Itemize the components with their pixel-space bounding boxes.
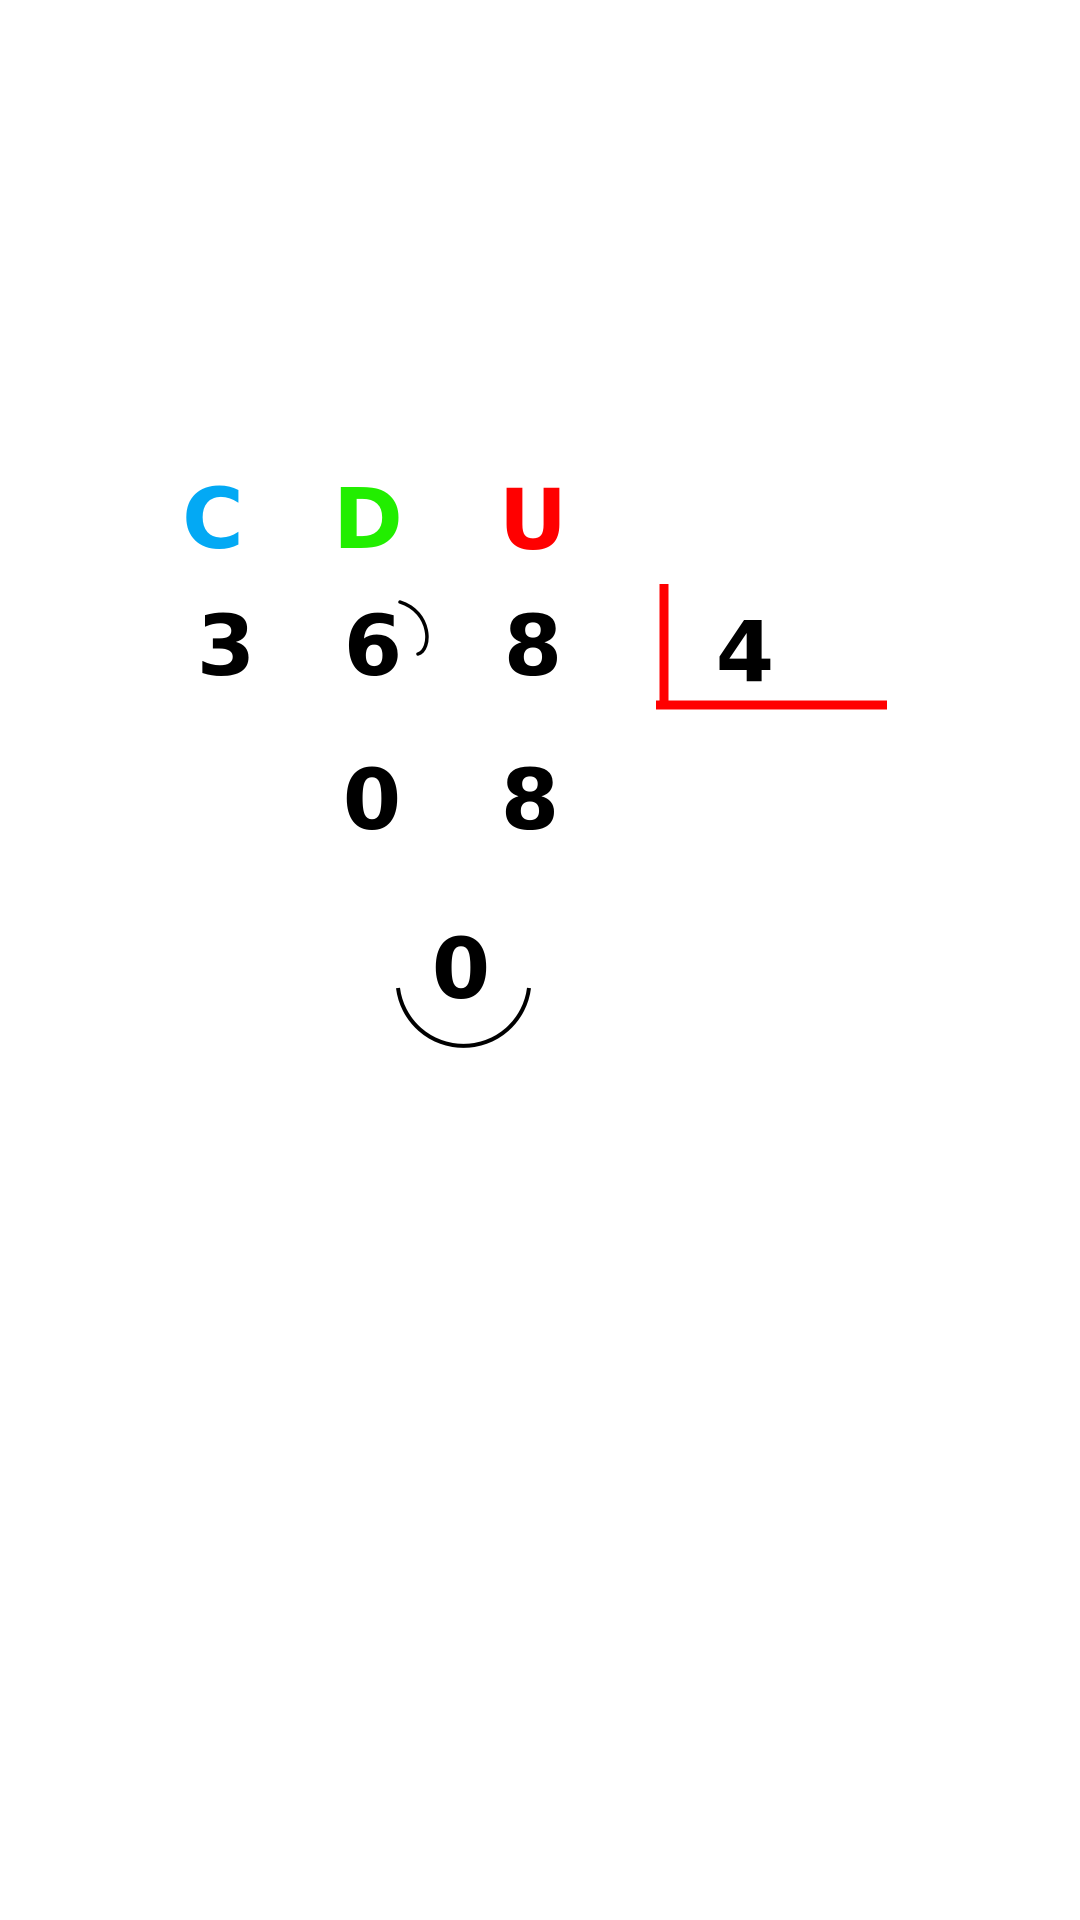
header-centenas: C (182, 470, 244, 568)
partial-digit-decenas: 0 (342, 751, 402, 849)
dividend-digit-centenas: 3 (196, 597, 256, 695)
dividend-digit-decenas: 6 (343, 597, 403, 695)
partial-digit-unidades: 8 (500, 751, 560, 849)
remainder: 0 (431, 920, 491, 1018)
header-unidades: U (498, 471, 568, 569)
carry-mark-arc (398, 600, 429, 656)
divisor: 4 (715, 603, 775, 701)
header-decenas: D (333, 470, 403, 568)
dividend-digit-unidades: 8 (503, 597, 563, 695)
